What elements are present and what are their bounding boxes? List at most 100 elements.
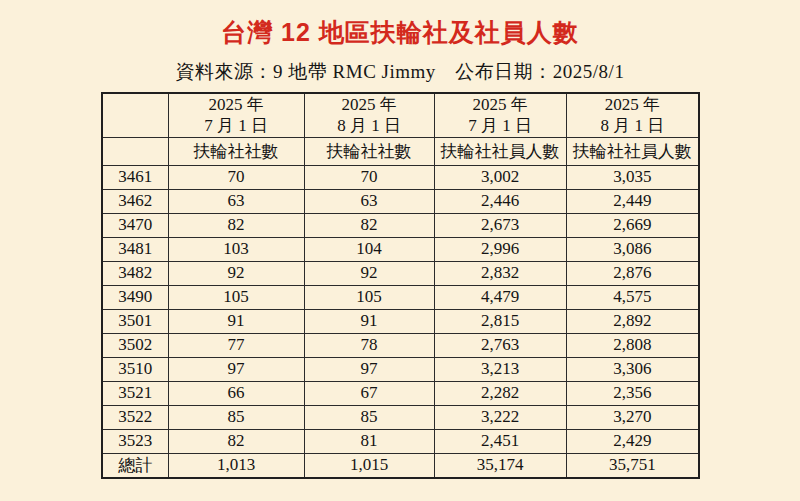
cell-value: 3,213 (434, 357, 566, 381)
cell-district: 3522 (102, 405, 168, 429)
cell-district: 3481 (102, 237, 168, 261)
cell-value: 3,035 (566, 165, 699, 189)
cell-value: 63 (304, 189, 434, 213)
cell-value: 2,282 (434, 381, 566, 405)
table-total-row: 總計 1,013 1,015 35,174 35,751 (102, 453, 699, 478)
header-date-col4: 2025 年 8 月 1 日 (566, 93, 699, 137)
cell-value: 2,832 (434, 261, 566, 285)
header-metric-col3: 扶輪社社員人數 (434, 137, 566, 165)
cell-value: 82 (304, 213, 434, 237)
header-year: 2025 年 (567, 94, 699, 115)
cell-total-value: 35,751 (566, 453, 699, 478)
cell-value: 2,808 (566, 333, 699, 357)
cell-value: 2,763 (434, 333, 566, 357)
cell-district: 3462 (102, 189, 168, 213)
document-page: 台灣 12 地區扶輪社及社員人數 資料來源：9 地帶 RMC Jimmy 公布日… (0, 16, 800, 479)
cell-value: 2,451 (434, 429, 566, 453)
table-row: 3523 82 81 2,451 2,429 (102, 429, 699, 453)
district-header-blank (102, 93, 168, 137)
cell-total-label: 總計 (102, 453, 168, 478)
cell-value: 67 (304, 381, 434, 405)
cell-district: 3510 (102, 357, 168, 381)
cell-district: 3501 (102, 309, 168, 333)
cell-value: 105 (304, 285, 434, 309)
cell-value: 3,002 (434, 165, 566, 189)
header-date-col1: 2025 年 7 月 1 日 (168, 93, 304, 137)
cell-district: 3490 (102, 285, 168, 309)
table-row: 3490 105 105 4,479 4,575 (102, 285, 699, 309)
cell-value: 81 (304, 429, 434, 453)
cell-value: 3,086 (566, 237, 699, 261)
cell-value: 2,429 (566, 429, 699, 453)
header-metric-col1: 扶輪社社數 (168, 137, 304, 165)
cell-value: 2,449 (566, 189, 699, 213)
cell-value: 82 (168, 213, 304, 237)
cell-district: 3482 (102, 261, 168, 285)
cell-district: 3502 (102, 333, 168, 357)
cell-value: 3,222 (434, 405, 566, 429)
cell-value: 2,876 (566, 261, 699, 285)
cell-value: 97 (168, 357, 304, 381)
cell-value: 103 (168, 237, 304, 261)
cell-value: 104 (304, 237, 434, 261)
cell-value: 2,356 (566, 381, 699, 405)
cell-value: 2,673 (434, 213, 566, 237)
table-row: 3501 91 91 2,815 2,892 (102, 309, 699, 333)
cell-value: 105 (168, 285, 304, 309)
cell-value: 91 (304, 309, 434, 333)
cell-value: 91 (168, 309, 304, 333)
header-date-col2: 2025 年 8 月 1 日 (304, 93, 434, 137)
table-row: 3470 82 82 2,673 2,669 (102, 213, 699, 237)
table-row: 3482 92 92 2,832 2,876 (102, 261, 699, 285)
header-date: 7 月 1 日 (435, 115, 566, 136)
cell-district: 3523 (102, 429, 168, 453)
header-year: 2025 年 (169, 94, 304, 115)
cell-value: 82 (168, 429, 304, 453)
cell-district: 3461 (102, 165, 168, 189)
header-year: 2025 年 (305, 94, 434, 115)
cell-value: 92 (304, 261, 434, 285)
cell-value: 70 (304, 165, 434, 189)
header-date: 8 月 1 日 (305, 115, 434, 136)
cell-value: 2,815 (434, 309, 566, 333)
cell-value: 4,575 (566, 285, 699, 309)
cell-value: 2,446 (434, 189, 566, 213)
cell-total-value: 1,013 (168, 453, 304, 478)
cell-district: 3470 (102, 213, 168, 237)
cell-value: 2,892 (566, 309, 699, 333)
cell-total-value: 1,015 (304, 453, 434, 478)
cell-value: 85 (304, 405, 434, 429)
cell-value: 3,270 (566, 405, 699, 429)
table-header-dates-row: 2025 年 7 月 1 日 2025 年 8 月 1 日 2025 年 7 月… (102, 93, 699, 137)
cell-value: 92 (168, 261, 304, 285)
cell-total-value: 35,174 (434, 453, 566, 478)
district-metric-blank (102, 137, 168, 165)
header-year: 2025 年 (435, 94, 566, 115)
cell-value: 78 (304, 333, 434, 357)
table-row: 3462 63 63 2,446 2,449 (102, 189, 699, 213)
header-date-col3: 2025 年 7 月 1 日 (434, 93, 566, 137)
cell-value: 4,479 (434, 285, 566, 309)
table-row: 3521 66 67 2,282 2,356 (102, 381, 699, 405)
page-title: 台灣 12 地區扶輪社及社員人數 (0, 16, 800, 49)
header-date: 8 月 1 日 (567, 115, 699, 136)
cell-value: 85 (168, 405, 304, 429)
cell-value: 2,669 (566, 213, 699, 237)
cell-value: 3,306 (566, 357, 699, 381)
cell-value: 77 (168, 333, 304, 357)
cell-district: 3521 (102, 381, 168, 405)
rotary-districts-table: 2025 年 7 月 1 日 2025 年 8 月 1 日 2025 年 7 月… (101, 92, 700, 479)
table-row: 3461 70 70 3,002 3,035 (102, 165, 699, 189)
header-metric-col2: 扶輪社社數 (304, 137, 434, 165)
table-row: 3510 97 97 3,213 3,306 (102, 357, 699, 381)
table-row: 3502 77 78 2,763 2,808 (102, 333, 699, 357)
cell-value: 2,996 (434, 237, 566, 261)
header-metric-col4: 扶輪社社員人數 (566, 137, 699, 165)
source-line: 資料來源：9 地帶 RMC Jimmy 公布日期：2025/8/1 (0, 59, 800, 85)
cell-value: 63 (168, 189, 304, 213)
cell-value: 70 (168, 165, 304, 189)
table-row: 3481 103 104 2,996 3,086 (102, 237, 699, 261)
table-header-metrics-row: 扶輪社社數 扶輪社社數 扶輪社社員人數 扶輪社社員人數 (102, 137, 699, 165)
cell-value: 97 (304, 357, 434, 381)
header-date: 7 月 1 日 (169, 115, 304, 136)
